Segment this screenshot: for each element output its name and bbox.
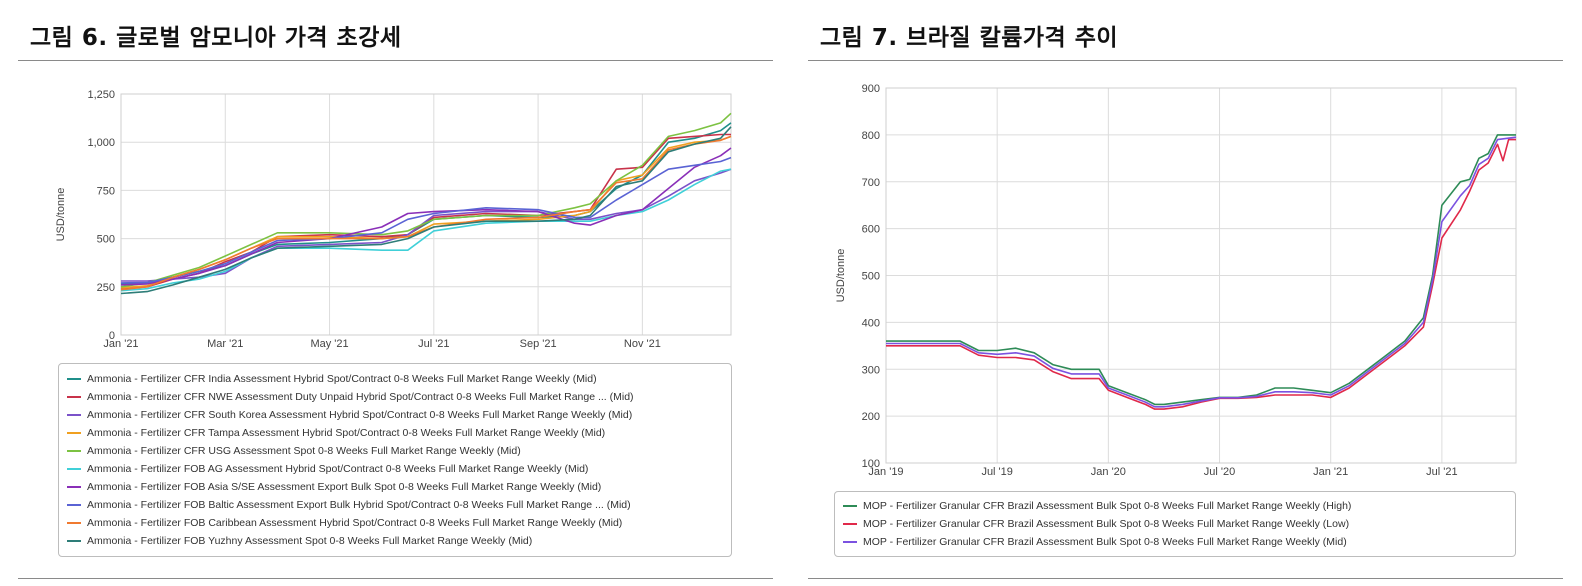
y-tick-label: 750	[97, 185, 115, 197]
legend-item[interactable]: Ammonia - Fertilizer CFR USG Assessment …	[59, 442, 731, 460]
series-line-8	[120, 156, 732, 284]
y-tick-label: 0	[109, 330, 115, 342]
x-tick-label: Jan '21	[103, 338, 138, 350]
x-tick-label: Jul '19	[981, 466, 1012, 478]
x-tick-label: May '21	[310, 338, 348, 350]
y-tick-label: 250	[97, 282, 115, 294]
top-rule	[18, 60, 773, 61]
legend-label: MOP - Fertilizer Granular CFR Brazil Ass…	[863, 500, 1352, 512]
figure-6-chart: 0 250 500 750 1,000 1,250 Jan '21 Mar '21 May '2…	[55, 89, 732, 350]
figure-6-title: 그림 6. 글로벌 암모니아 가격 초강세	[30, 25, 402, 51]
y-axis-title: USD/tonne	[55, 188, 67, 242]
series-line-6	[120, 168, 732, 292]
legend-swatch	[67, 540, 81, 542]
figure-6-legend: Ammonia - Fertilizer CFR India Assessmen…	[58, 363, 732, 557]
legend-item[interactable]: Ammonia - Fertilizer FOB Baltic Assessme…	[59, 496, 731, 514]
legend-swatch	[67, 396, 81, 398]
legend-label: Ammonia - Fertilizer CFR NWE Assessment …	[87, 391, 634, 403]
legend-label: Ammonia - Fertilizer FOB Yuzhny Assessme…	[87, 535, 533, 547]
legend-label: Ammonia - Fertilizer CFR South Korea Ass…	[87, 409, 633, 421]
y-tick-label: 800	[862, 130, 880, 142]
legend-label: Ammonia - Fertilizer FOB Asia S/SE Asses…	[87, 481, 602, 493]
plot-frame	[120, 93, 732, 336]
legend-label: MOP - Fertilizer Granular CFR Brazil Ass…	[863, 536, 1347, 548]
legend-swatch	[843, 505, 857, 507]
legend-swatch	[67, 522, 81, 524]
figure-7-chart: 100 200 300 400 500 600 700 800 900 Jan '19 Jul '1…	[835, 83, 1517, 478]
legend-label: Ammonia - Fertilizer CFR Tampa Assessmen…	[87, 427, 606, 439]
legend-item[interactable]: MOP - Fertilizer Granular CFR Brazil Ass…	[835, 497, 1515, 515]
y-tick-label: 500	[862, 271, 880, 283]
series-line-10	[120, 126, 732, 295]
figure-7-legend: MOP - Fertilizer Granular CFR Brazil Ass…	[834, 491, 1516, 557]
legend-swatch	[843, 541, 857, 543]
legend-label: Ammonia - Fertilizer FOB Caribbean Asses…	[87, 517, 623, 529]
y-tick-label: 1,000	[87, 137, 115, 149]
x-tick-label: Jan '20	[1091, 466, 1126, 478]
legend-item[interactable]: Ammonia - Fertilizer CFR NWE Assessment …	[59, 388, 731, 406]
y-tick-label: 100	[862, 458, 880, 470]
x-tick-label: Jan '21	[1313, 466, 1348, 478]
legend-item[interactable]: Ammonia - Fertilizer CFR South Korea Ass…	[59, 406, 731, 424]
series-line-5	[120, 112, 732, 288]
legend-label: Ammonia - Fertilizer CFR USG Assessment …	[87, 445, 521, 457]
legend-swatch	[67, 432, 81, 434]
y-tick-label: 400	[862, 317, 880, 329]
x-tick-label: Nov '21	[624, 338, 661, 350]
legend-item[interactable]: MOP - Fertilizer Granular CFR Brazil Ass…	[835, 515, 1515, 533]
x-tick-label: Jul '21	[1426, 466, 1457, 478]
bottom-rule	[808, 578, 1563, 579]
plot-frame	[885, 87, 1517, 464]
y-tick-label: 700	[862, 177, 880, 189]
series-line-1	[120, 122, 732, 285]
figure-6-panel: 그림 6. 글로벌 암모니아 가격 초강세 0 250 500 750 1,000 1,2…	[18, 0, 773, 586]
y-axis-title: USD/tonne	[835, 249, 847, 303]
x-tick-label: Sep '21	[520, 338, 557, 350]
series-line-7	[120, 147, 732, 286]
figure-7-title: 그림 7. 브라질 칼륨가격 추이	[820, 25, 1119, 51]
legend-swatch	[67, 378, 81, 380]
legend-swatch	[67, 504, 81, 506]
legend-swatch	[67, 414, 81, 416]
y-tick-label: 300	[862, 364, 880, 376]
legend-item[interactable]: MOP - Fertilizer Granular CFR Brazil Ass…	[835, 533, 1515, 551]
y-tick-label: 900	[862, 83, 880, 95]
x-tick-label: Jul '20	[1204, 466, 1235, 478]
legend-swatch	[67, 486, 81, 488]
legend-label: MOP - Fertilizer Granular CFR Brazil Ass…	[863, 518, 1350, 530]
y-tick-label: 600	[862, 224, 880, 236]
y-tick-label: 500	[97, 234, 115, 246]
legend-swatch	[67, 468, 81, 470]
legend-item[interactable]: Ammonia - Fertilizer FOB AG Assessment H…	[59, 460, 731, 478]
y-tick-label: 200	[862, 411, 880, 423]
legend-item[interactable]: Ammonia - Fertilizer CFR Tampa Assessmen…	[59, 424, 731, 442]
series-line-3	[886, 136, 1517, 408]
legend-label: Ammonia - Fertilizer FOB Baltic Assessme…	[87, 499, 631, 511]
legend-label: Ammonia - Fertilizer FOB AG Assessment H…	[87, 463, 589, 475]
figure-7-panel: 그림 7. 브라질 칼륨가격 추이 100 200 300 400 500 600 700 8…	[808, 0, 1563, 586]
legend-label: Ammonia - Fertilizer CFR India Assessmen…	[87, 373, 597, 385]
x-tick-label: Jul '21	[418, 338, 449, 350]
bottom-rule	[18, 578, 773, 579]
y-tick-label: 1,250	[87, 89, 115, 101]
x-tick-label: Jan '19	[868, 466, 903, 478]
legend-item[interactable]: Ammonia - Fertilizer FOB Asia S/SE Asses…	[59, 478, 731, 496]
legend-item[interactable]: Ammonia - Fertilizer CFR India Assessmen…	[59, 370, 731, 388]
legend-swatch	[843, 523, 857, 525]
x-tick-label: Mar '21	[207, 338, 243, 350]
legend-item[interactable]: Ammonia - Fertilizer FOB Yuzhny Assessme…	[59, 532, 731, 550]
series-line-1	[886, 134, 1516, 406]
legend-item[interactable]: Ammonia - Fertilizer FOB Caribbean Asses…	[59, 514, 731, 532]
series-line-2	[886, 138, 1516, 410]
legend-swatch	[67, 450, 81, 452]
top-rule	[808, 60, 1563, 61]
